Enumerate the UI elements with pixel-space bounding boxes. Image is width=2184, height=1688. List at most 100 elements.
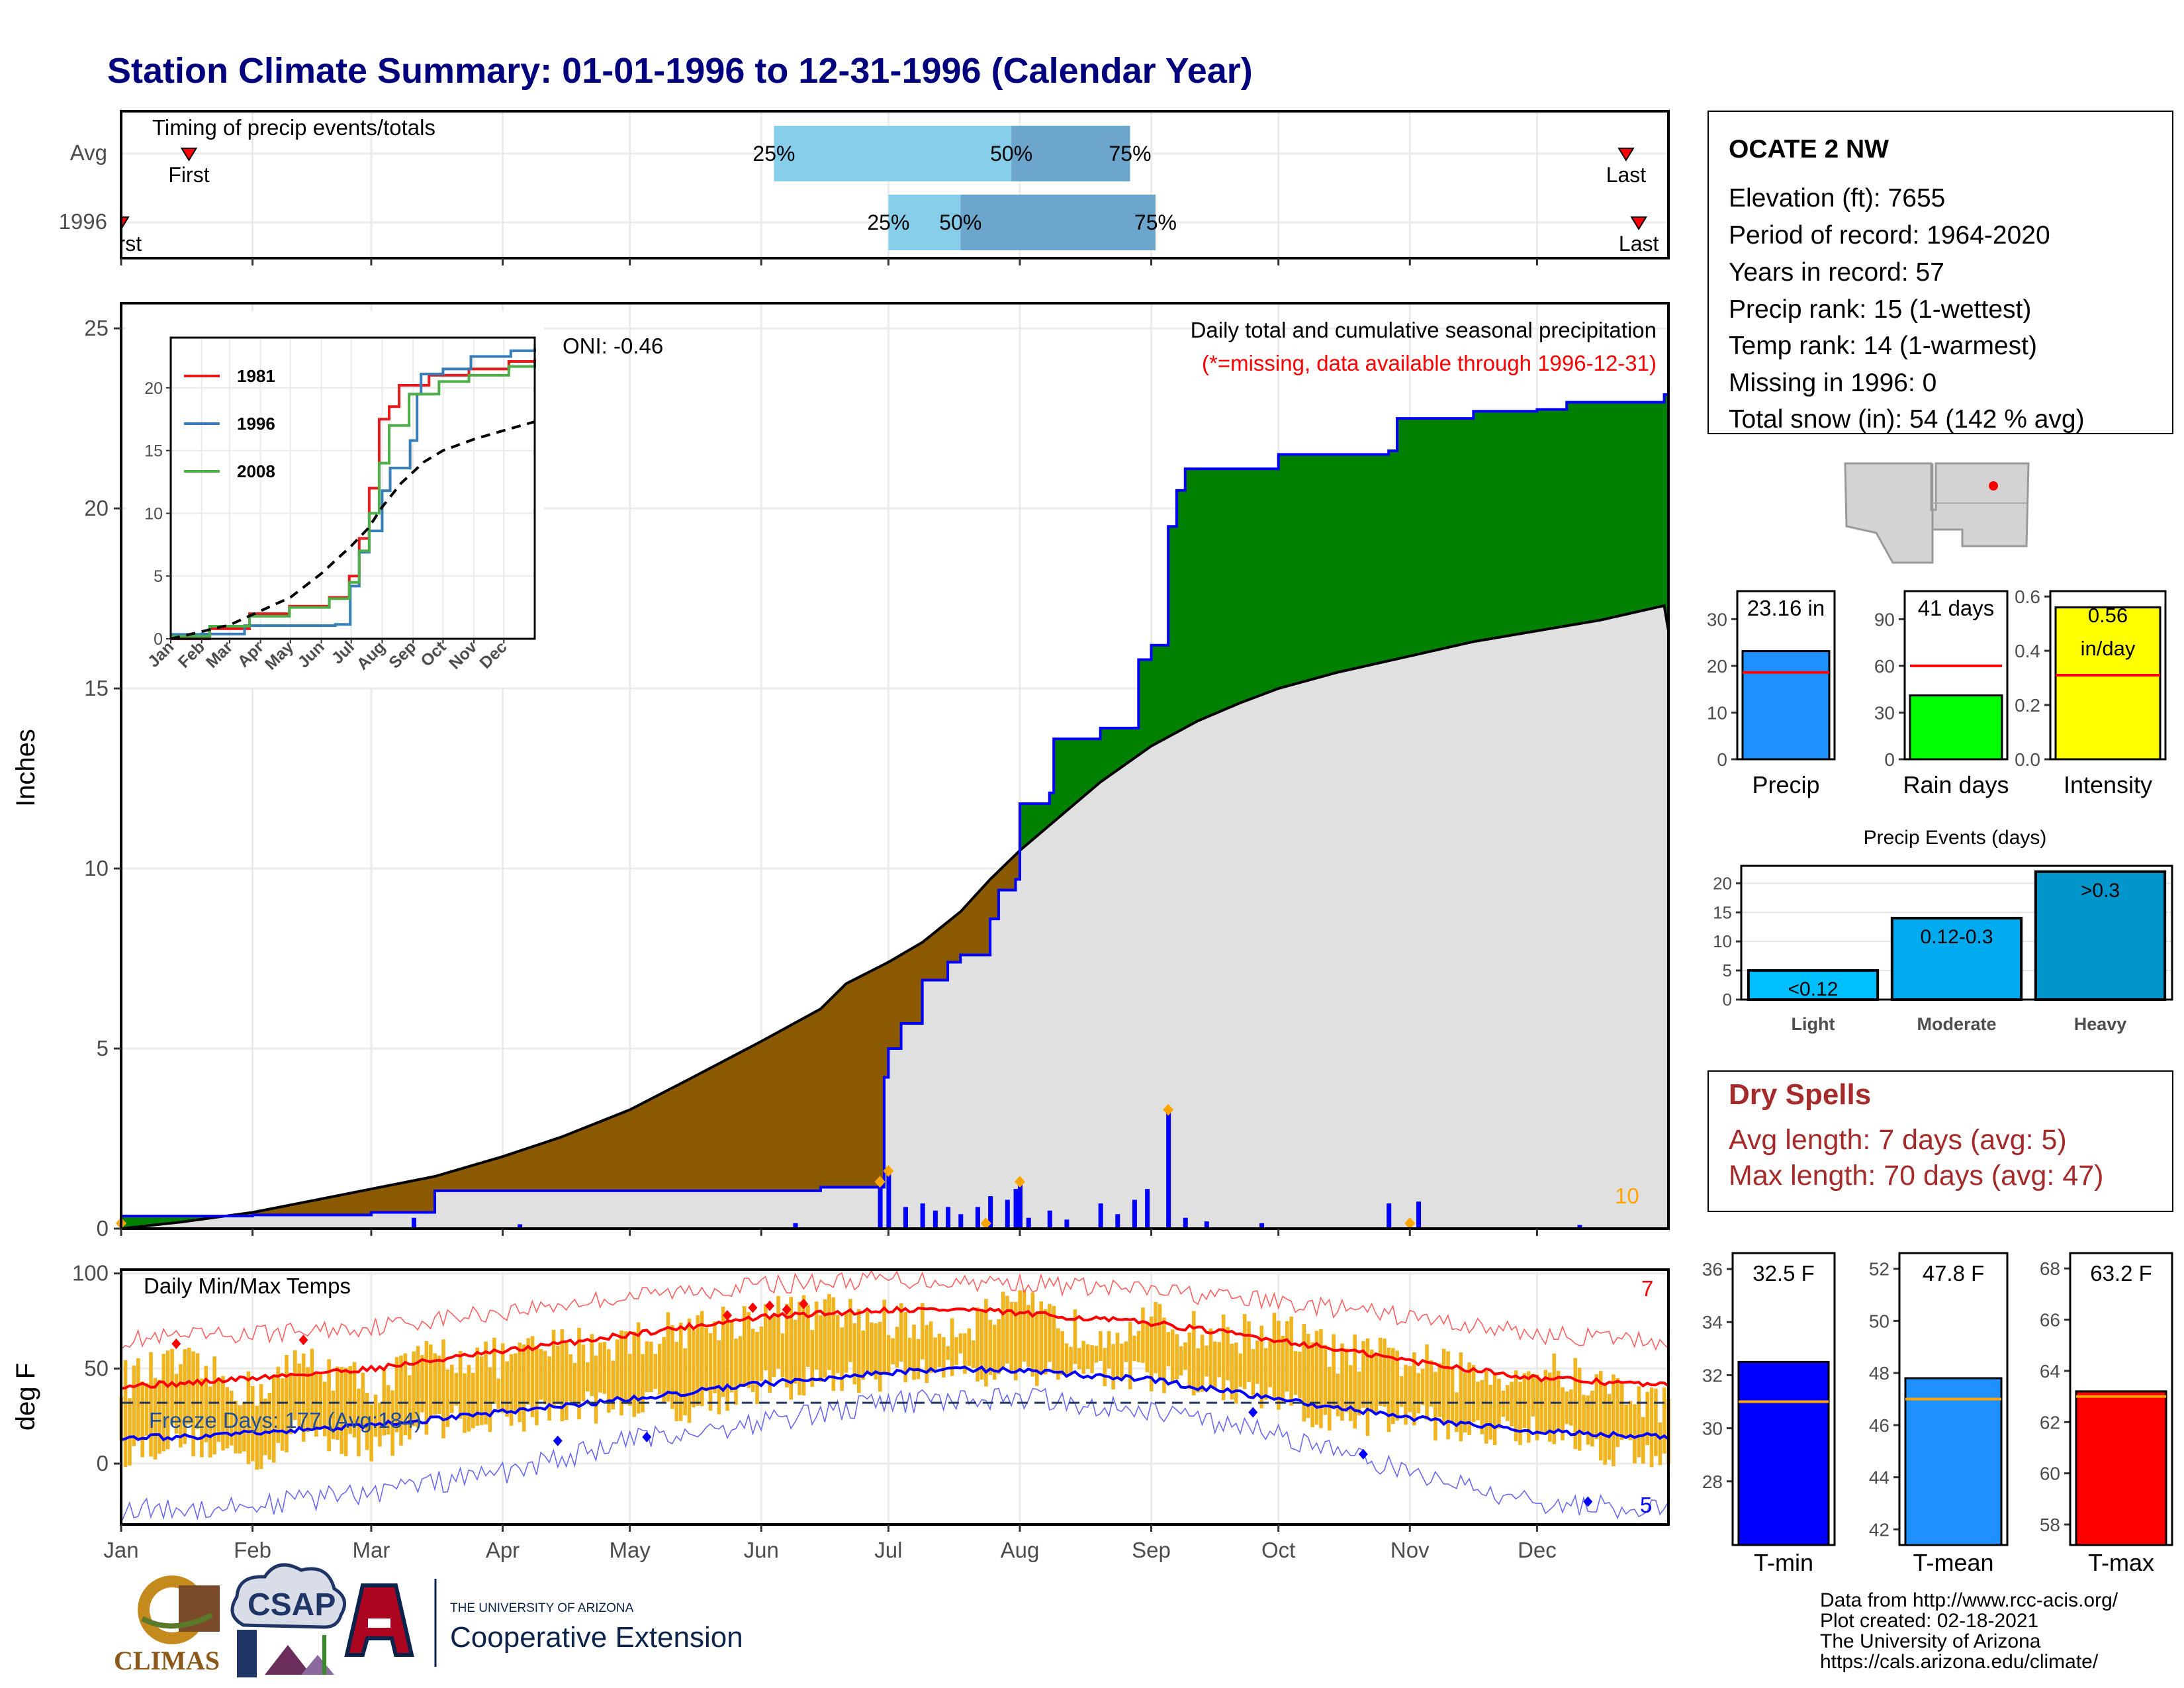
temp-summary-y-tick-label: 28 bbox=[1702, 1472, 1723, 1492]
daily-temp-bar bbox=[1607, 1393, 1612, 1460]
daily-temp-bar bbox=[1247, 1321, 1251, 1382]
precip-departure-slice bbox=[1189, 468, 1195, 726]
temp-summary-frame bbox=[1898, 1252, 2009, 1546]
temp-summary-category-label: T-max bbox=[2088, 1549, 2154, 1576]
precip-departure-slice bbox=[1316, 453, 1322, 679]
precip-departure-slice bbox=[866, 970, 872, 1188]
inset-line-1996 bbox=[171, 348, 536, 636]
precip-departure-slice bbox=[608, 1115, 614, 1192]
summary-category-label: Rain days bbox=[1903, 771, 2009, 798]
events-bar-heavy bbox=[2034, 870, 2167, 1001]
precip-departure-slice bbox=[375, 1187, 381, 1213]
temp-y-axis-label: deg F bbox=[11, 1363, 40, 1430]
daily-temp-bar bbox=[416, 1346, 420, 1429]
station-precip-rank: Precip rank: 15 (1-wettest) bbox=[1729, 295, 2031, 324]
daily-temp-bar bbox=[1302, 1324, 1306, 1422]
record-high-marker bbox=[748, 1302, 758, 1313]
precip-departure-slice bbox=[1104, 727, 1109, 780]
daily-temp-bar bbox=[407, 1375, 412, 1440]
daily-temp-bar bbox=[602, 1342, 607, 1394]
daily-temp-bar bbox=[1230, 1343, 1234, 1400]
daily-temp-bar bbox=[950, 1318, 954, 1376]
daily-precip-marker bbox=[1163, 1103, 1174, 1116]
precip-departure-slice bbox=[1291, 453, 1296, 686]
precip-missing-note: (*=missing, data available through 1996-… bbox=[1202, 351, 1657, 375]
daily-temp-bar bbox=[979, 1310, 984, 1380]
daily-temp-bar bbox=[1022, 1289, 1026, 1362]
daily-temp-bar bbox=[933, 1337, 937, 1370]
precip-departure-slice bbox=[1570, 402, 1576, 626]
daily-temp-bar bbox=[1387, 1347, 1391, 1432]
month-label: Mar bbox=[353, 1538, 390, 1562]
precip-y-tick-label: 10 bbox=[84, 856, 109, 880]
precip-departure-slice bbox=[1299, 453, 1304, 683]
daily-temp-bar bbox=[1111, 1344, 1115, 1389]
daily-temp-bar bbox=[1476, 1382, 1480, 1421]
summary-y-tick-label: 30 bbox=[1707, 609, 1727, 630]
daily-temp-bar bbox=[1662, 1387, 1666, 1454]
daily-precip-bar bbox=[1259, 1223, 1265, 1229]
precip-departure-slice bbox=[332, 1195, 338, 1215]
precip-departure-slice bbox=[600, 1119, 605, 1192]
precip-departure-slice bbox=[702, 1069, 707, 1192]
daily-precip-bar bbox=[1145, 1189, 1150, 1229]
daily-temp-bar bbox=[581, 1344, 586, 1401]
daily-temp-bar bbox=[895, 1327, 899, 1368]
normal-cumulative-line bbox=[120, 604, 1670, 1230]
precip-departure-slice bbox=[438, 1173, 444, 1192]
daily-temp-bar bbox=[674, 1342, 679, 1421]
daily-temp-bar bbox=[267, 1392, 272, 1460]
record-low-count: 5 bbox=[1640, 1493, 1652, 1517]
precip-departure-slice bbox=[782, 1027, 788, 1192]
summary-category-label: Intensity bbox=[2064, 771, 2152, 798]
normal-min-line bbox=[120, 1365, 1670, 1442]
temp-summary-frame bbox=[2069, 1252, 2173, 1546]
daily-temp-bar bbox=[755, 1332, 759, 1405]
daily-temp-bar bbox=[692, 1329, 696, 1408]
precip-departure-slice bbox=[1363, 453, 1368, 667]
daily-temp-bar bbox=[1170, 1329, 1175, 1383]
precip-departure-slice bbox=[1405, 418, 1410, 658]
precip-departure-slice bbox=[723, 1058, 728, 1192]
daily-temp-bar bbox=[1408, 1366, 1412, 1413]
precip-departure-slice bbox=[684, 1078, 690, 1192]
university-arizona-logo: THE UNIVERSITY OF ARIZONA Cooperative Ex… bbox=[344, 1579, 743, 1667]
events-category-label: Light bbox=[1792, 1014, 1835, 1034]
precip-departure-slice bbox=[1643, 402, 1648, 611]
daily-temp-bar bbox=[1272, 1313, 1277, 1398]
precip-departure-slice bbox=[362, 1189, 368, 1215]
daily-precip-bar bbox=[933, 1210, 938, 1229]
inset-average-line bbox=[170, 420, 535, 640]
daily-temp-bar bbox=[1107, 1331, 1111, 1369]
daily-temp-bar bbox=[1645, 1391, 1649, 1445]
precip-departure-slice bbox=[625, 1109, 631, 1192]
events-y-tick-label: 0 bbox=[1723, 990, 1732, 1009]
precip-departure-slice bbox=[468, 1164, 474, 1192]
first-event-marker bbox=[121, 216, 130, 230]
daily-temp-bar bbox=[1310, 1342, 1314, 1428]
precip-departure-slice bbox=[1608, 402, 1614, 619]
precip-departure-slice bbox=[1583, 402, 1588, 624]
precip-departure-slice bbox=[1400, 418, 1406, 659]
precip-departure-slice bbox=[1528, 410, 1533, 633]
daily-temp-bar bbox=[1327, 1366, 1332, 1430]
precip-departure-slice bbox=[1392, 450, 1398, 661]
daily-temp-bar bbox=[1226, 1327, 1230, 1381]
daily-temp-bar bbox=[149, 1352, 153, 1457]
daily-temp-bar bbox=[1277, 1321, 1281, 1410]
precip-y-tick-label: 5 bbox=[97, 1036, 109, 1060]
precip-departure-slice bbox=[1079, 738, 1084, 801]
daily-temp-bar bbox=[615, 1339, 619, 1398]
daily-temp-bar bbox=[1612, 1374, 1615, 1466]
precip-departure-slice bbox=[383, 1185, 389, 1213]
precip-departure-slice bbox=[989, 874, 995, 919]
precip-departure-slice bbox=[1625, 402, 1631, 615]
precip-departure-slice bbox=[1240, 468, 1245, 704]
temp-summary-y-tick-label: 46 bbox=[1869, 1415, 1889, 1436]
summary-y-tick-label: 0.2 bbox=[2015, 695, 2040, 716]
daily-temp-bar bbox=[123, 1360, 128, 1468]
precip-departure-slice bbox=[854, 976, 860, 1188]
daily-temp-bar bbox=[1429, 1360, 1433, 1407]
